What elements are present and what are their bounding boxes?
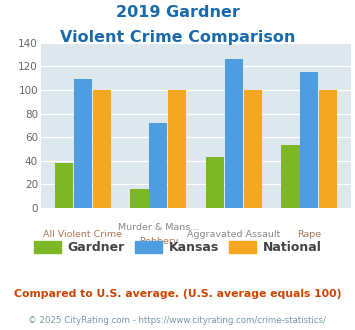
- Text: Compared to U.S. average. (U.S. average equals 100): Compared to U.S. average. (U.S. average …: [14, 289, 341, 299]
- Text: 2019 Gardner: 2019 Gardner: [116, 5, 239, 20]
- Bar: [130, 189, 149, 208]
- Bar: [282, 146, 300, 208]
- Text: Murder & Mans...: Murder & Mans...: [118, 223, 199, 232]
- Bar: [55, 163, 73, 208]
- Text: © 2025 CityRating.com - https://www.cityrating.com/crime-statistics/: © 2025 CityRating.com - https://www.city…: [28, 316, 327, 325]
- Bar: [319, 90, 337, 208]
- Bar: [225, 59, 243, 208]
- Bar: [206, 157, 224, 208]
- Bar: [300, 72, 318, 208]
- Text: All Violent Crime: All Violent Crime: [43, 230, 122, 239]
- Text: Rape: Rape: [297, 230, 322, 239]
- Bar: [168, 90, 186, 208]
- Bar: [149, 123, 168, 208]
- Legend: Gardner, Kansas, National: Gardner, Kansas, National: [29, 236, 326, 259]
- Text: Violent Crime Comparison: Violent Crime Comparison: [60, 30, 295, 45]
- Bar: [244, 90, 262, 208]
- Text: Aggravated Assault: Aggravated Assault: [187, 230, 280, 239]
- Bar: [74, 80, 92, 208]
- Text: Robbery: Robbery: [139, 237, 178, 246]
- Bar: [93, 90, 111, 208]
